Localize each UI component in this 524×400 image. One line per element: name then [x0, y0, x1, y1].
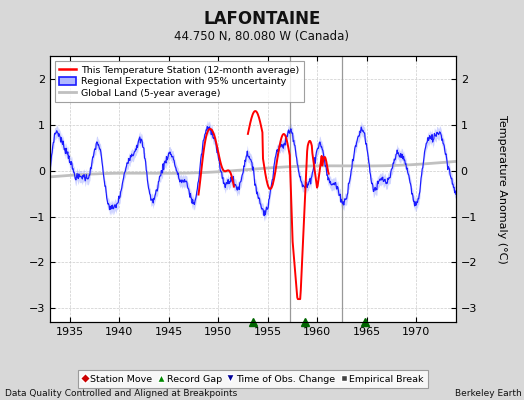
Text: 44.750 N, 80.080 W (Canada): 44.750 N, 80.080 W (Canada) — [174, 30, 350, 43]
Text: LAFONTAINE: LAFONTAINE — [203, 10, 321, 28]
Legend: Station Move, Record Gap, Time of Obs. Change, Empirical Break: Station Move, Record Gap, Time of Obs. C… — [78, 370, 428, 388]
Text: Data Quality Controlled and Aligned at Breakpoints: Data Quality Controlled and Aligned at B… — [5, 389, 237, 398]
Y-axis label: Temperature Anomaly (°C): Temperature Anomaly (°C) — [497, 115, 507, 263]
Text: Berkeley Earth: Berkeley Earth — [455, 389, 521, 398]
